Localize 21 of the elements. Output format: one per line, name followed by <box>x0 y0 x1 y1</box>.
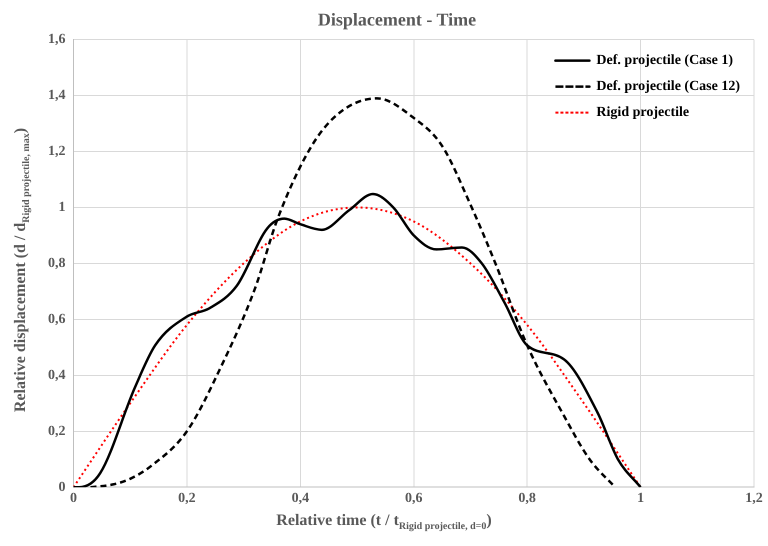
legend-label: Def. projectile (Case 1) <box>596 53 734 68</box>
y-tick-label: 0,8 <box>48 256 66 272</box>
x-tick-label: 0,2 <box>178 491 196 506</box>
x-axis-title: Relative time (t / t$_{Rigid projectile, d=0}$) <box>275 512 493 532</box>
y-tick-label: 1,4 <box>48 88 66 104</box>
x-tick-label: 0 <box>70 491 77 506</box>
x-tick-label: 0,8 <box>518 491 536 506</box>
x-tick-label: 0,4 <box>292 491 310 506</box>
y-tick-label: 1 <box>58 200 66 216</box>
y-tick-label: 0,2 <box>48 424 66 439</box>
legend-label: Rigid projectile <box>596 105 690 120</box>
x-tick-label: 0,6 <box>405 491 422 506</box>
y-tick-label: 0 <box>58 480 66 495</box>
x-tick-label: 1 <box>637 491 644 506</box>
y-tick-label: 0,4 <box>48 368 66 383</box>
y-tick-label: 1,6 <box>48 32 66 48</box>
legend-label: Def. projectile (Case 12) <box>596 79 740 94</box>
y-tick-label: 1,2 <box>48 144 66 160</box>
chart-title: Displacement - Time <box>318 9 476 30</box>
x-tick-label: 1,2 <box>745 491 763 506</box>
y-tick-label: 0,6 <box>48 312 66 327</box>
